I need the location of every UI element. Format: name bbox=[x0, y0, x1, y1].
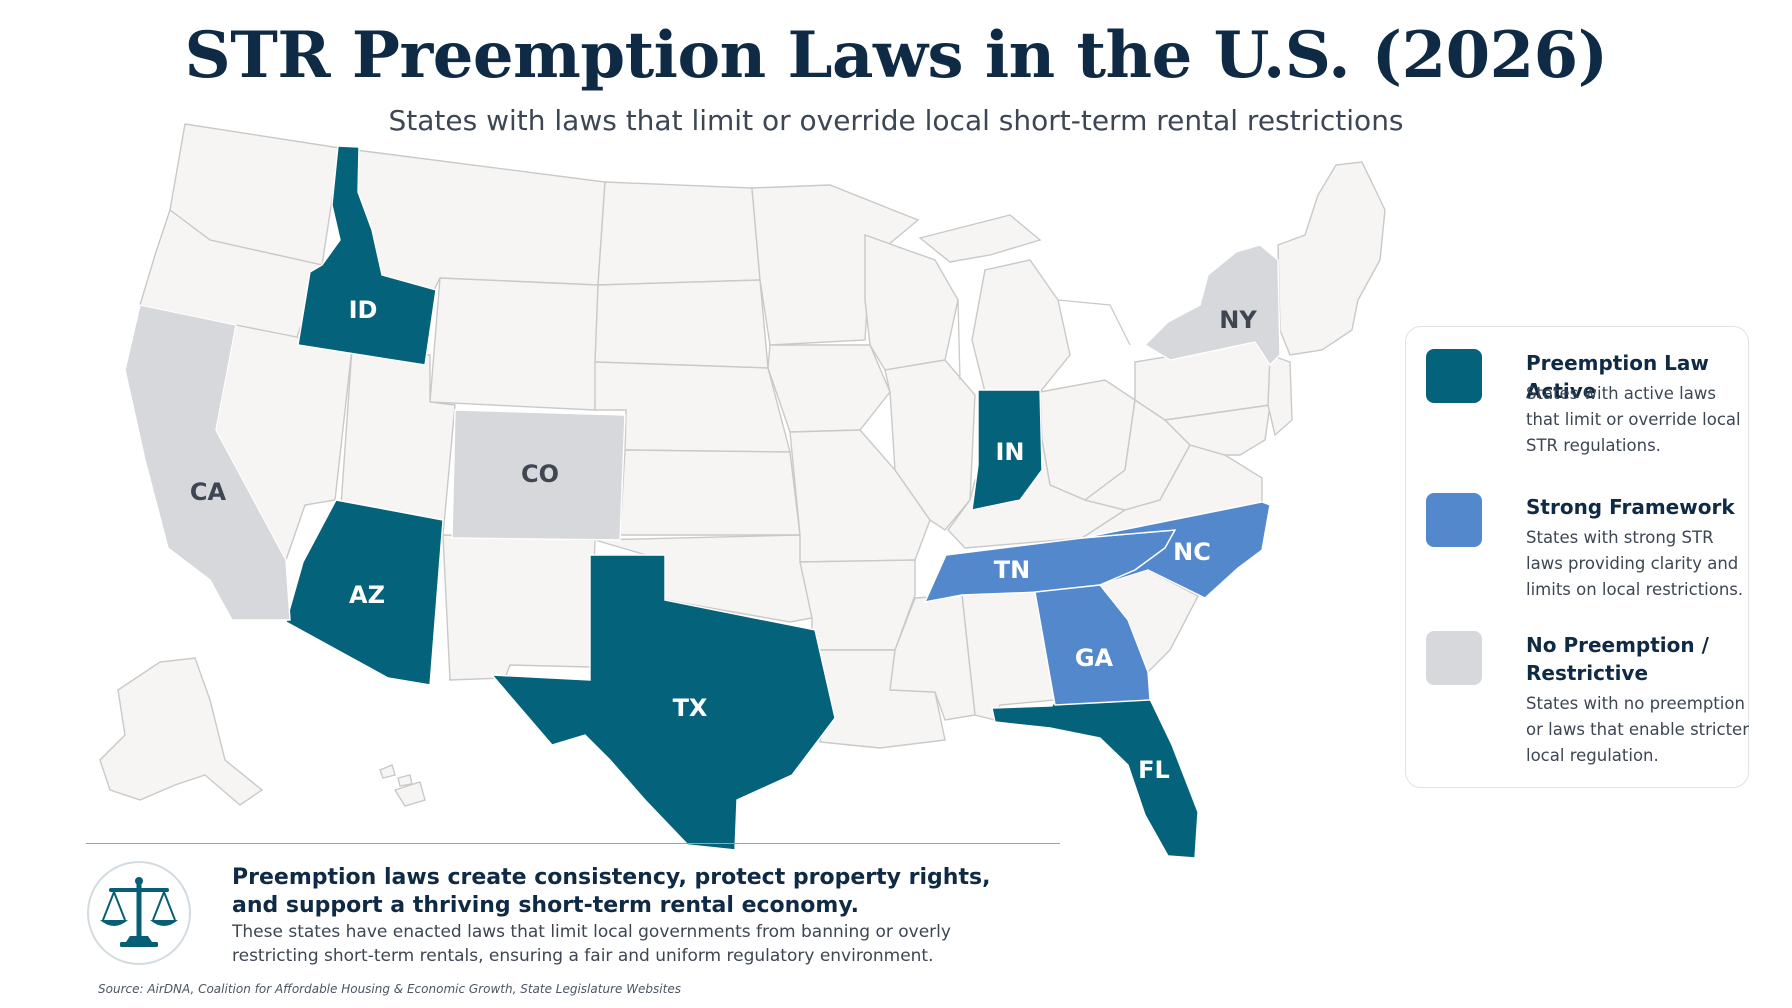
legend-description: States with strong STR laws providing cl… bbox=[1526, 528, 1744, 599]
state-new-england bbox=[1277, 161, 1386, 356]
page-title: STR Preemption Laws in the U.S. (2026) bbox=[184, 18, 1608, 93]
state-nm bbox=[442, 534, 596, 681]
legend-swatch-active bbox=[1426, 349, 1482, 403]
great-lakes-shore bbox=[957, 299, 1131, 381]
label-in: IN bbox=[995, 438, 1024, 466]
state-ms bbox=[889, 594, 976, 721]
no-preemption-states bbox=[124, 244, 1281, 621]
state-ia bbox=[767, 344, 891, 433]
legend-description: States with no preemption or laws that e… bbox=[1526, 694, 1749, 765]
legend-swatch-strong bbox=[1426, 493, 1482, 547]
state-id bbox=[297, 145, 437, 366]
state-ca bbox=[124, 304, 291, 621]
state-nd bbox=[597, 181, 761, 286]
state-ak bbox=[99, 657, 264, 806]
label-ga: GA bbox=[1075, 644, 1114, 672]
state-ar bbox=[799, 559, 916, 651]
label-id: ID bbox=[349, 296, 378, 324]
state-in bbox=[971, 389, 1043, 511]
label-fl: FL bbox=[1138, 756, 1170, 784]
state-nj bbox=[1267, 354, 1293, 437]
page-subtitle: States with laws that limit or override … bbox=[388, 104, 1404, 137]
scales-of-justice-icon bbox=[87, 861, 191, 965]
source-note: Source: AirDNA, Coalition for Affordable… bbox=[98, 982, 681, 996]
state-hi bbox=[379, 764, 426, 807]
legend-swatch-restrictive bbox=[1426, 631, 1482, 685]
legend: Preemption Law Active States with active… bbox=[1405, 326, 1749, 788]
state-mi bbox=[918, 214, 1071, 393]
state-labels: ID AZ TX IN FL TN NC GA CA CO NY bbox=[190, 296, 1257, 784]
state-sd bbox=[594, 279, 769, 369]
label-az: AZ bbox=[349, 581, 385, 609]
label-ny: NY bbox=[1219, 306, 1257, 334]
state-mo bbox=[789, 429, 931, 563]
callout-headline: Preemption laws create consistency, prot… bbox=[232, 865, 991, 918]
state-co bbox=[451, 409, 626, 541]
label-nc: NC bbox=[1173, 538, 1211, 566]
label-co: CO bbox=[521, 460, 559, 488]
label-ca: CA bbox=[190, 478, 227, 506]
state-ga bbox=[1034, 584, 1151, 706]
preemption-active-states bbox=[285, 145, 1199, 859]
state-tx bbox=[490, 554, 836, 851]
label-tx: TX bbox=[673, 694, 708, 722]
state-ny bbox=[1143, 244, 1281, 367]
legend-title: No Preemption / Restrictive bbox=[1526, 633, 1709, 685]
state-nc bbox=[1081, 501, 1271, 599]
legend-title: Strong Framework bbox=[1526, 495, 1735, 519]
state-az bbox=[285, 499, 444, 686]
state-il bbox=[884, 359, 976, 531]
divider bbox=[86, 843, 1060, 844]
label-tn: TN bbox=[994, 556, 1030, 584]
callout-body: These states have enacted laws that limi… bbox=[232, 922, 951, 966]
unclassified-states bbox=[99, 123, 1386, 807]
legend-description: States with active laws that limit or ov… bbox=[1526, 384, 1741, 455]
legend-title: Preemption Law Active bbox=[1526, 351, 1709, 403]
strong-framework-states bbox=[923, 501, 1271, 706]
state-wy bbox=[429, 277, 599, 411]
state-ks bbox=[619, 449, 801, 536]
